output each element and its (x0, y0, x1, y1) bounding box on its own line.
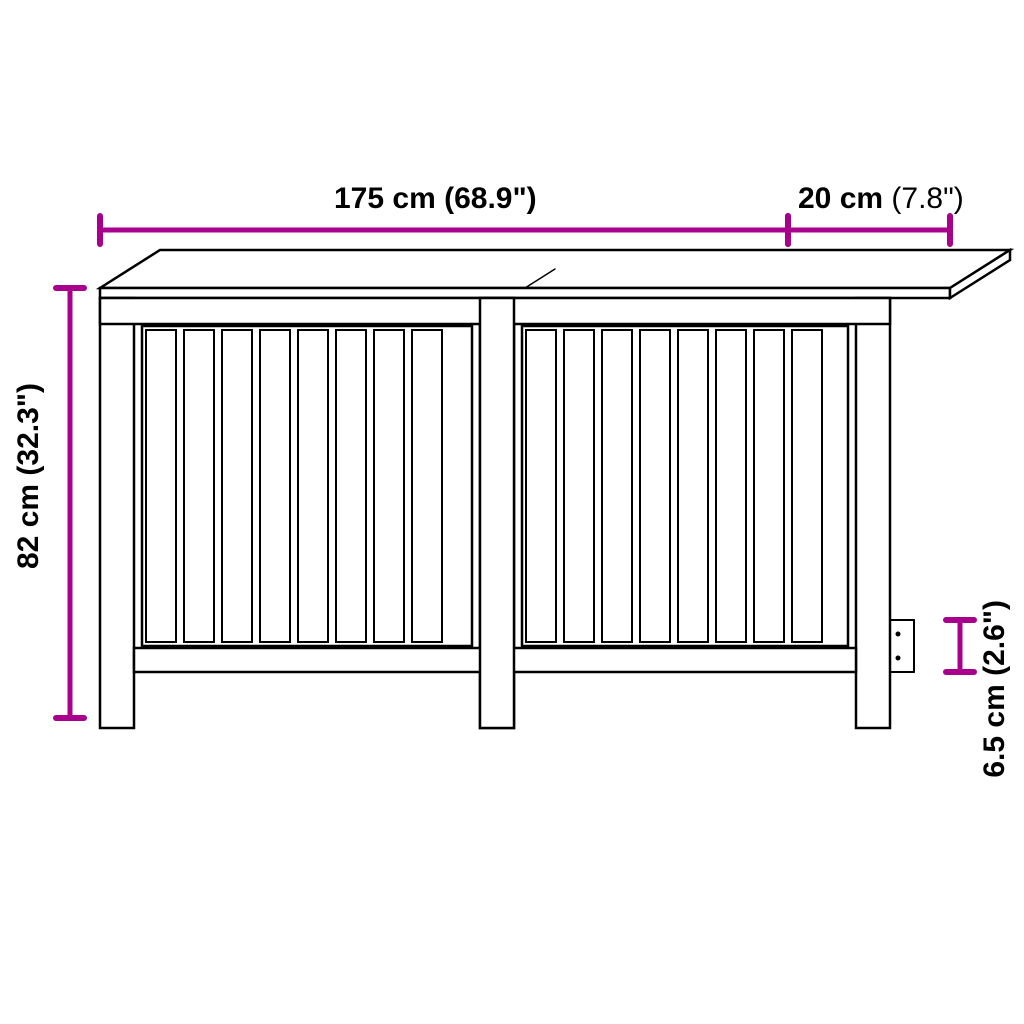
dim-gap-label: 6.5 cm (2.6") (978, 600, 1012, 778)
dim-height-label: 82 cm (32.3") (12, 383, 46, 569)
dimension-drawing (0, 0, 1024, 1024)
dim-width-label: 175 cm (68.9") (334, 182, 537, 216)
dim-depth-label: 20 cm (7.8") (798, 182, 964, 216)
diagram-stage: 175 cm (68.9") 20 cm (7.8") 82 cm (32.3"… (0, 0, 1024, 1024)
